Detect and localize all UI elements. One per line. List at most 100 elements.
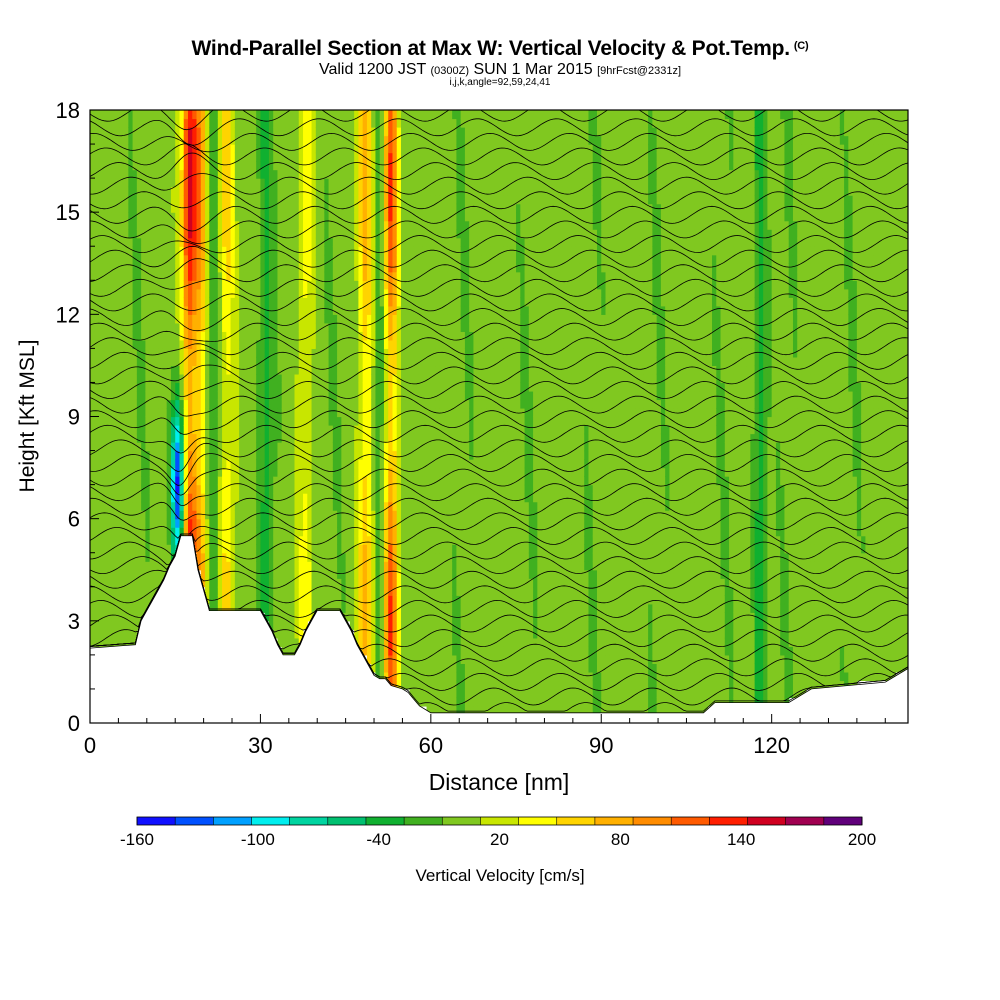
velocity-cell	[260, 476, 266, 486]
velocity-cell	[111, 314, 117, 324]
velocity-cell	[405, 331, 411, 341]
velocity-cell	[179, 518, 185, 528]
velocity-cell	[307, 373, 313, 384]
velocity-cell	[124, 178, 129, 188]
velocity-cell	[94, 373, 100, 384]
velocity-cell	[435, 578, 440, 588]
velocity-cell	[111, 297, 117, 307]
velocity-cell	[132, 263, 138, 273]
velocity-cell	[107, 161, 112, 171]
velocity-cell	[170, 510, 176, 520]
velocity-cell	[183, 484, 189, 494]
velocity-cell	[230, 390, 236, 401]
velocity-cell	[354, 510, 360, 520]
velocity-cell	[422, 688, 428, 699]
velocity-cell	[175, 186, 181, 196]
velocity-cell	[94, 195, 100, 205]
velocity-cell	[115, 501, 121, 511]
velocity-cell	[94, 442, 100, 452]
velocity-cell	[337, 169, 342, 179]
velocity-cell	[196, 544, 202, 554]
velocity-cell	[418, 390, 423, 401]
velocity-cell	[311, 254, 317, 264]
velocity-cell	[281, 237, 287, 247]
velocity-cell	[281, 629, 287, 639]
velocity-cell	[132, 407, 138, 418]
velocity-cell	[345, 595, 351, 605]
velocity-cell	[362, 246, 368, 256]
velocity-cell	[290, 493, 296, 503]
velocity-cell	[128, 118, 134, 128]
velocity-cell	[119, 152, 125, 162]
velocity-cell	[392, 646, 398, 656]
velocity-cell	[149, 237, 155, 247]
velocity-cell	[401, 127, 406, 137]
velocity-cell	[358, 365, 364, 375]
velocity-cell	[230, 399, 236, 409]
velocity-cell	[226, 399, 232, 409]
velocity-cell	[247, 399, 253, 409]
velocity-cell	[303, 195, 308, 205]
velocity-cell	[379, 373, 385, 384]
velocity-cell	[396, 237, 402, 247]
velocity-cell	[328, 246, 334, 256]
velocity-cell	[230, 186, 236, 196]
velocity-cell	[94, 169, 100, 179]
velocity-cell	[405, 144, 411, 154]
velocity-cell	[273, 161, 279, 171]
velocity-cell	[98, 365, 104, 375]
velocity-cell	[396, 484, 402, 494]
velocity-cell	[383, 518, 389, 528]
velocity-cell	[247, 322, 253, 332]
velocity-cell	[298, 220, 304, 230]
velocity-cell	[98, 339, 104, 349]
velocity-cell	[273, 356, 279, 367]
velocity-cell	[405, 135, 411, 145]
velocity-cell	[426, 654, 432, 664]
velocity-cell	[162, 254, 168, 264]
velocity-cell	[115, 442, 121, 452]
velocity-cell	[418, 595, 423, 605]
velocity-cell	[422, 237, 428, 247]
velocity-cell	[98, 595, 104, 605]
velocity-cell	[413, 501, 419, 511]
velocity-cell	[281, 297, 287, 307]
velocity-cell	[192, 212, 198, 222]
velocity-cell	[426, 297, 432, 307]
velocity-cell	[371, 314, 377, 324]
velocity-cell	[213, 348, 219, 358]
velocity-cell	[349, 476, 355, 486]
velocity-cell	[401, 629, 406, 639]
velocity-cell	[401, 288, 406, 298]
velocity-cell	[222, 144, 227, 154]
velocity-cell	[166, 322, 172, 332]
velocity-cell	[383, 161, 389, 171]
velocity-cell	[243, 356, 249, 367]
velocity-cell	[260, 161, 266, 171]
velocity-cell	[435, 586, 440, 596]
velocity-cell	[337, 552, 342, 562]
velocity-cell	[354, 220, 360, 230]
velocity-cell	[94, 314, 100, 324]
velocity-cell	[149, 297, 155, 307]
velocity-cell	[209, 203, 215, 213]
velocity-cell	[290, 629, 296, 639]
velocity-cell	[187, 237, 193, 247]
velocity-cell	[145, 229, 151, 239]
velocity-cell	[320, 288, 325, 298]
velocity-cell	[226, 510, 232, 520]
velocity-cell	[268, 365, 274, 375]
velocity-cell	[166, 476, 172, 486]
velocity-cell	[315, 288, 321, 298]
velocity-cell	[111, 442, 117, 452]
velocity-cell	[187, 186, 193, 196]
velocity-cell	[426, 484, 432, 494]
velocity-cell	[307, 186, 313, 196]
velocity-cell	[209, 561, 215, 571]
velocity-cell	[392, 518, 398, 528]
velocity-cell	[234, 493, 240, 503]
velocity-cell	[107, 229, 112, 239]
velocity-cell	[392, 510, 398, 520]
velocity-cell	[222, 467, 227, 477]
velocity-cell	[430, 569, 436, 579]
